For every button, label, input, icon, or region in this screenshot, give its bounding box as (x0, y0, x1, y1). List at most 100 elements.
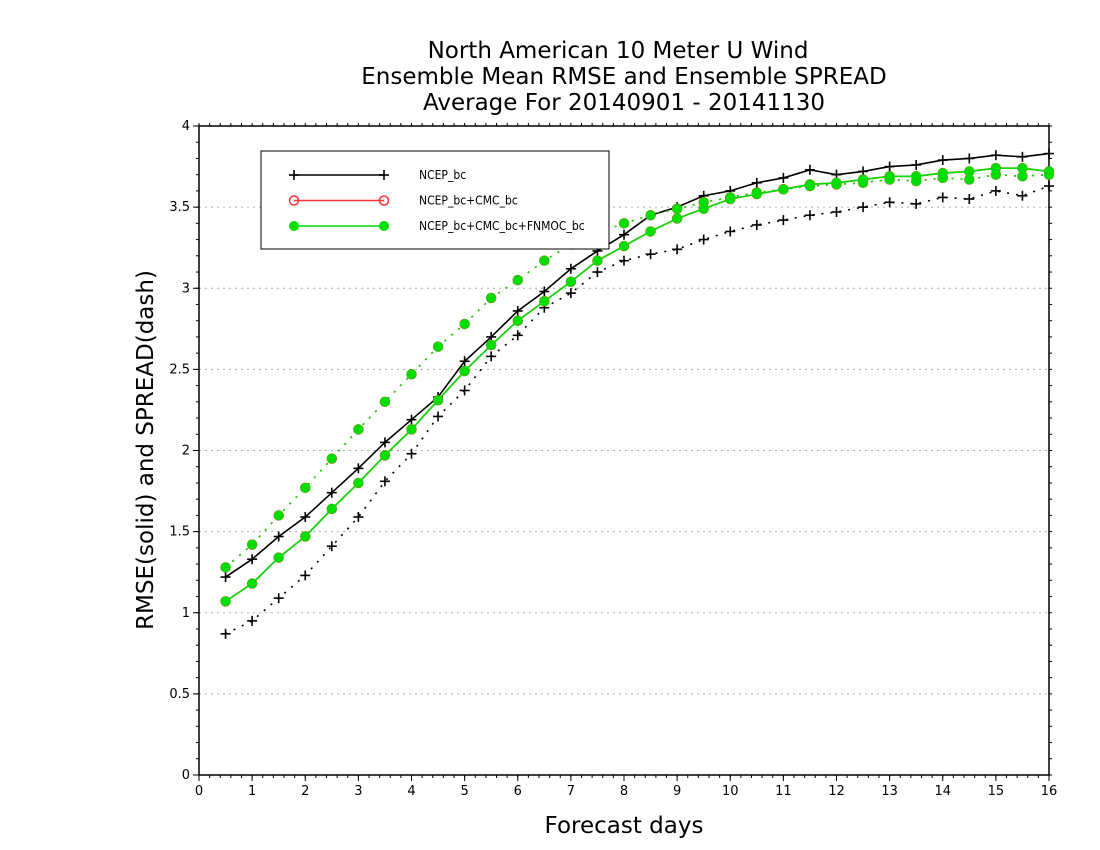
rmse-point (645, 226, 656, 237)
spread-point (406, 448, 417, 459)
spread-line (225, 185, 1050, 635)
grid (199, 206, 1049, 695)
x-tick-label: 11 (775, 784, 792, 799)
x-tick-label: 3 (354, 784, 362, 799)
x-tick-label: 7 (567, 784, 575, 799)
legend-marker (289, 170, 299, 180)
y-tick-label: 3.5 (169, 200, 190, 215)
rmse-point (1017, 151, 1028, 162)
spread-point (725, 226, 736, 237)
legend-marker (379, 170, 389, 180)
legend-item: NCEP_bc (289, 168, 466, 182)
rmse-point (326, 503, 337, 514)
spread-point (565, 288, 576, 299)
rmse-point (725, 194, 736, 205)
rmse-point (698, 203, 709, 214)
x-tick-label: 0 (195, 784, 203, 799)
spread-point (512, 330, 523, 341)
x-tick-label: 4 (407, 784, 415, 799)
rmse-point (512, 305, 523, 316)
legend-label: NCEP_bc+CMC_bc (419, 194, 518, 208)
rmse-point (804, 164, 815, 175)
spread-point (247, 539, 258, 550)
rmse-point (592, 255, 603, 266)
rmse-point (964, 166, 975, 177)
rmse-point (619, 229, 629, 240)
x-tick-label: 1 (248, 784, 256, 799)
rmse-point (379, 437, 390, 448)
legend-label: NCEP_bc+CMC_bc+FNMOC_bc (419, 219, 585, 233)
spread-point (672, 203, 683, 214)
legend-item: NCEP_bc+CMC_bc (288, 194, 518, 208)
rmse-point (459, 365, 470, 376)
spread-point (619, 255, 629, 266)
y-tick-label: 2.5 (169, 362, 190, 377)
spread-point (433, 411, 444, 422)
spread-point (645, 249, 656, 260)
spread-point (698, 234, 709, 245)
x-tick-label: 14 (934, 784, 951, 799)
series-layer (220, 148, 1055, 639)
x-tick-label: 5 (460, 784, 468, 799)
rmse-point (353, 463, 364, 474)
rmse-point (247, 554, 258, 565)
rmse-point (565, 276, 576, 287)
y-axis-label: RMSE(solid) and SPREAD(dash) (133, 270, 159, 630)
spread-point (353, 512, 364, 523)
rmse-point (1017, 163, 1028, 174)
spread-point (645, 210, 656, 221)
spread-point (937, 192, 948, 203)
rmse-point (379, 450, 390, 461)
x-tick-label: 16 (1041, 784, 1058, 799)
legend-marker (289, 221, 299, 231)
rmse-point (220, 596, 231, 607)
x-tick-label: 6 (514, 784, 522, 799)
rmse-point (937, 168, 948, 179)
rmse-point (990, 163, 1001, 174)
series-0 (220, 148, 1054, 639)
spread-point (459, 385, 470, 396)
spread-point (406, 369, 417, 380)
rmse-point (751, 177, 762, 188)
rmse-point (300, 531, 311, 542)
rmse-point (672, 213, 683, 224)
rmse-point (486, 340, 497, 351)
rmse-point (804, 179, 815, 190)
rmse-point (778, 172, 789, 183)
rmse-point (459, 356, 470, 367)
legend: NCEP_bc NCEP_bc+CMC_bc NCEP_bc+CMC_bc+FNMO… (260, 150, 610, 250)
rmse-point (247, 578, 258, 589)
spread-point (1044, 181, 1054, 192)
rmse-point (406, 424, 417, 435)
rmse-point (990, 150, 1001, 161)
spread-point (1017, 190, 1028, 201)
rmse-point (300, 512, 311, 523)
spread-point (539, 255, 550, 266)
title-line-1: North American 10 Meter U Wind (428, 38, 809, 64)
spread-point (804, 210, 815, 221)
spread-point (672, 244, 683, 255)
spread-point (379, 476, 390, 487)
spread-point (858, 202, 869, 213)
axes: 00.511.522.533.540 1 2 3 4 5 6 7 8 9 10 11 12 13 14 15 1… (169, 119, 1057, 799)
spread-point (459, 318, 470, 329)
rmse-point (273, 552, 284, 563)
spread-point (990, 185, 1001, 196)
y-tick-label: 1.5 (169, 525, 190, 540)
spread-point (300, 570, 311, 581)
chart-title: North American 10 Meter U Wind Ensemble … (361, 38, 886, 116)
x-tick-label: 15 (988, 784, 1005, 799)
x-tick-label: 10 (722, 784, 739, 799)
rmse-point (858, 174, 869, 185)
x-tick-label: 2 (301, 784, 309, 799)
spread-point (512, 275, 523, 286)
rmse-point (911, 171, 922, 182)
rmse-point (273, 531, 284, 542)
spread-point (619, 218, 629, 229)
rmse-point (751, 189, 762, 200)
rmse-point (1044, 148, 1054, 159)
rmse-point (619, 241, 629, 252)
rmse-point (884, 171, 895, 182)
legend-marker (288, 195, 300, 206)
